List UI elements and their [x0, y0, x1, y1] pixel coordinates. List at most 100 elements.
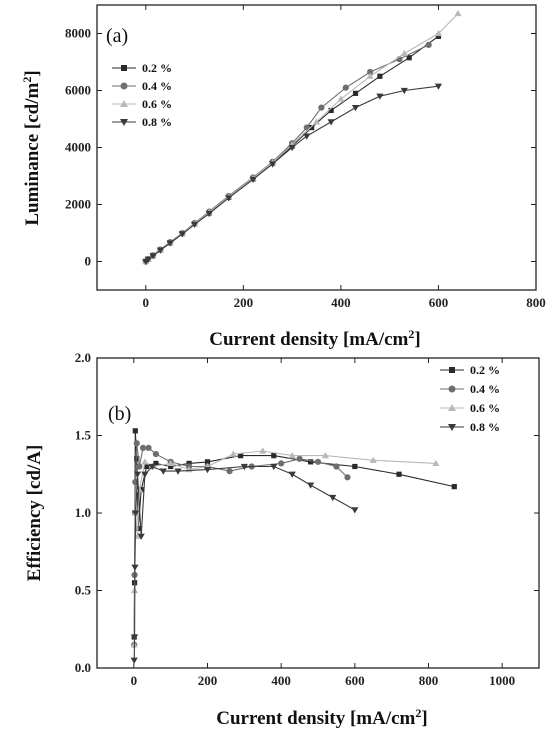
- series-line: [133, 443, 348, 645]
- x-axis-title: Current density [mA/cm2]: [209, 327, 420, 350]
- y-tick-label: 2000: [65, 197, 91, 212]
- legend-marker: [120, 82, 128, 90]
- data-point: [329, 494, 337, 502]
- data-point: [186, 460, 192, 466]
- x-axis-title-text: Current density [mA/cm: [216, 708, 415, 729]
- y-tick-label: 0.0: [75, 660, 91, 675]
- legend-label: 0.2 %: [470, 363, 500, 377]
- data-point: [137, 533, 145, 540]
- legend-marker: [448, 424, 456, 431]
- data-point: [314, 458, 322, 465]
- data-point: [174, 468, 182, 475]
- legend-entry: 0.6 %: [112, 97, 172, 111]
- data-point: [259, 447, 267, 454]
- data-point: [159, 468, 167, 475]
- y-axis-title: Efficiency [cd/A]: [24, 445, 45, 582]
- data-point: [288, 452, 296, 459]
- data-point: [327, 119, 335, 126]
- legend-entry: 0.2 %: [112, 61, 172, 75]
- x-tick-label: 1000: [489, 673, 515, 688]
- data-point: [308, 459, 314, 465]
- data-point: [148, 463, 156, 471]
- y-tick-label: 8000: [65, 26, 91, 41]
- series-line: [133, 450, 436, 645]
- data-point: [203, 467, 212, 474]
- data-point: [152, 451, 160, 458]
- data-point: [133, 440, 140, 447]
- data-point: [139, 444, 147, 451]
- legend-marker: [448, 404, 456, 411]
- data-series: [142, 83, 443, 266]
- data-point: [396, 471, 402, 477]
- legend-entry: 0.6 %: [440, 401, 500, 415]
- data-point: [225, 195, 233, 202]
- data-point: [366, 72, 374, 79]
- data-point: [271, 453, 277, 459]
- panel-label: (b): [108, 403, 131, 425]
- data-point: [352, 90, 359, 96]
- y-tick-label: 1.0: [75, 505, 91, 520]
- data-point: [270, 463, 278, 471]
- legend-entry: 0.2 %: [440, 363, 500, 377]
- x-axis-title-text: Current density [mA/cm: [209, 329, 408, 350]
- efficiency-chart-panel: 0 200 400 600 800 1000 0.0 0.5 1.0 1.5 2.0 (b) Curre…: [24, 350, 540, 729]
- data-point: [278, 460, 285, 467]
- data-point: [130, 634, 139, 641]
- x-tick-label: 600: [429, 295, 449, 310]
- data-point: [141, 471, 149, 478]
- data-point: [400, 87, 408, 95]
- x-tick-label: 200: [198, 673, 218, 688]
- data-point: [141, 458, 149, 465]
- data-point: [351, 105, 360, 112]
- data-series: [130, 447, 440, 648]
- y-tick-label: 2.0: [75, 350, 91, 365]
- y-tick-label: 1.5: [75, 428, 92, 443]
- series-line: [145, 85, 439, 262]
- legend-label: 0.8 %: [470, 420, 500, 434]
- data-point: [238, 453, 244, 459]
- data-point: [376, 93, 384, 100]
- y-axis-title-end: ]: [22, 70, 43, 76]
- x-axis-title-end: ]: [421, 708, 427, 729]
- data-point: [288, 144, 296, 152]
- data-point: [303, 133, 311, 140]
- data-point: [333, 463, 340, 470]
- x-tick-label: 800: [419, 673, 439, 688]
- y-axis-title-superscript: 2: [20, 77, 34, 83]
- x-axis-title-superscript: 2: [415, 706, 421, 720]
- legend-label: 0.4 %: [470, 382, 500, 396]
- data-point: [307, 482, 315, 489]
- x-tick-label: 0: [143, 295, 150, 310]
- data-point: [205, 211, 213, 218]
- data-point: [190, 221, 199, 229]
- data-point: [178, 231, 186, 238]
- data-point: [134, 456, 140, 462]
- data-point: [400, 49, 408, 57]
- y-axis-title-text: Luminance [cd/m: [22, 82, 43, 225]
- data-point: [144, 463, 150, 470]
- legend-marker: [120, 100, 128, 107]
- data-series: [130, 463, 359, 664]
- data-point: [312, 118, 321, 125]
- data-point: [133, 471, 142, 478]
- x-tick-label: 400: [271, 673, 291, 688]
- y-tick-label: 0.5: [75, 583, 92, 598]
- y-tick-label: 6000: [65, 83, 91, 98]
- data-point: [204, 459, 211, 465]
- data-point: [166, 240, 174, 247]
- legend-entry: 0.4 %: [440, 382, 500, 396]
- data-point: [321, 452, 329, 459]
- data-point: [318, 104, 325, 111]
- data-point: [337, 95, 345, 102]
- legend-marker: [449, 367, 455, 373]
- data-point: [130, 657, 138, 664]
- data-point: [351, 507, 359, 514]
- data-point: [342, 84, 349, 91]
- legend-label: 0.6 %: [470, 401, 500, 415]
- data-point: [135, 486, 143, 493]
- panel-label: (a): [106, 25, 128, 47]
- legend-label: 0.8 %: [142, 115, 172, 129]
- data-point: [132, 428, 138, 434]
